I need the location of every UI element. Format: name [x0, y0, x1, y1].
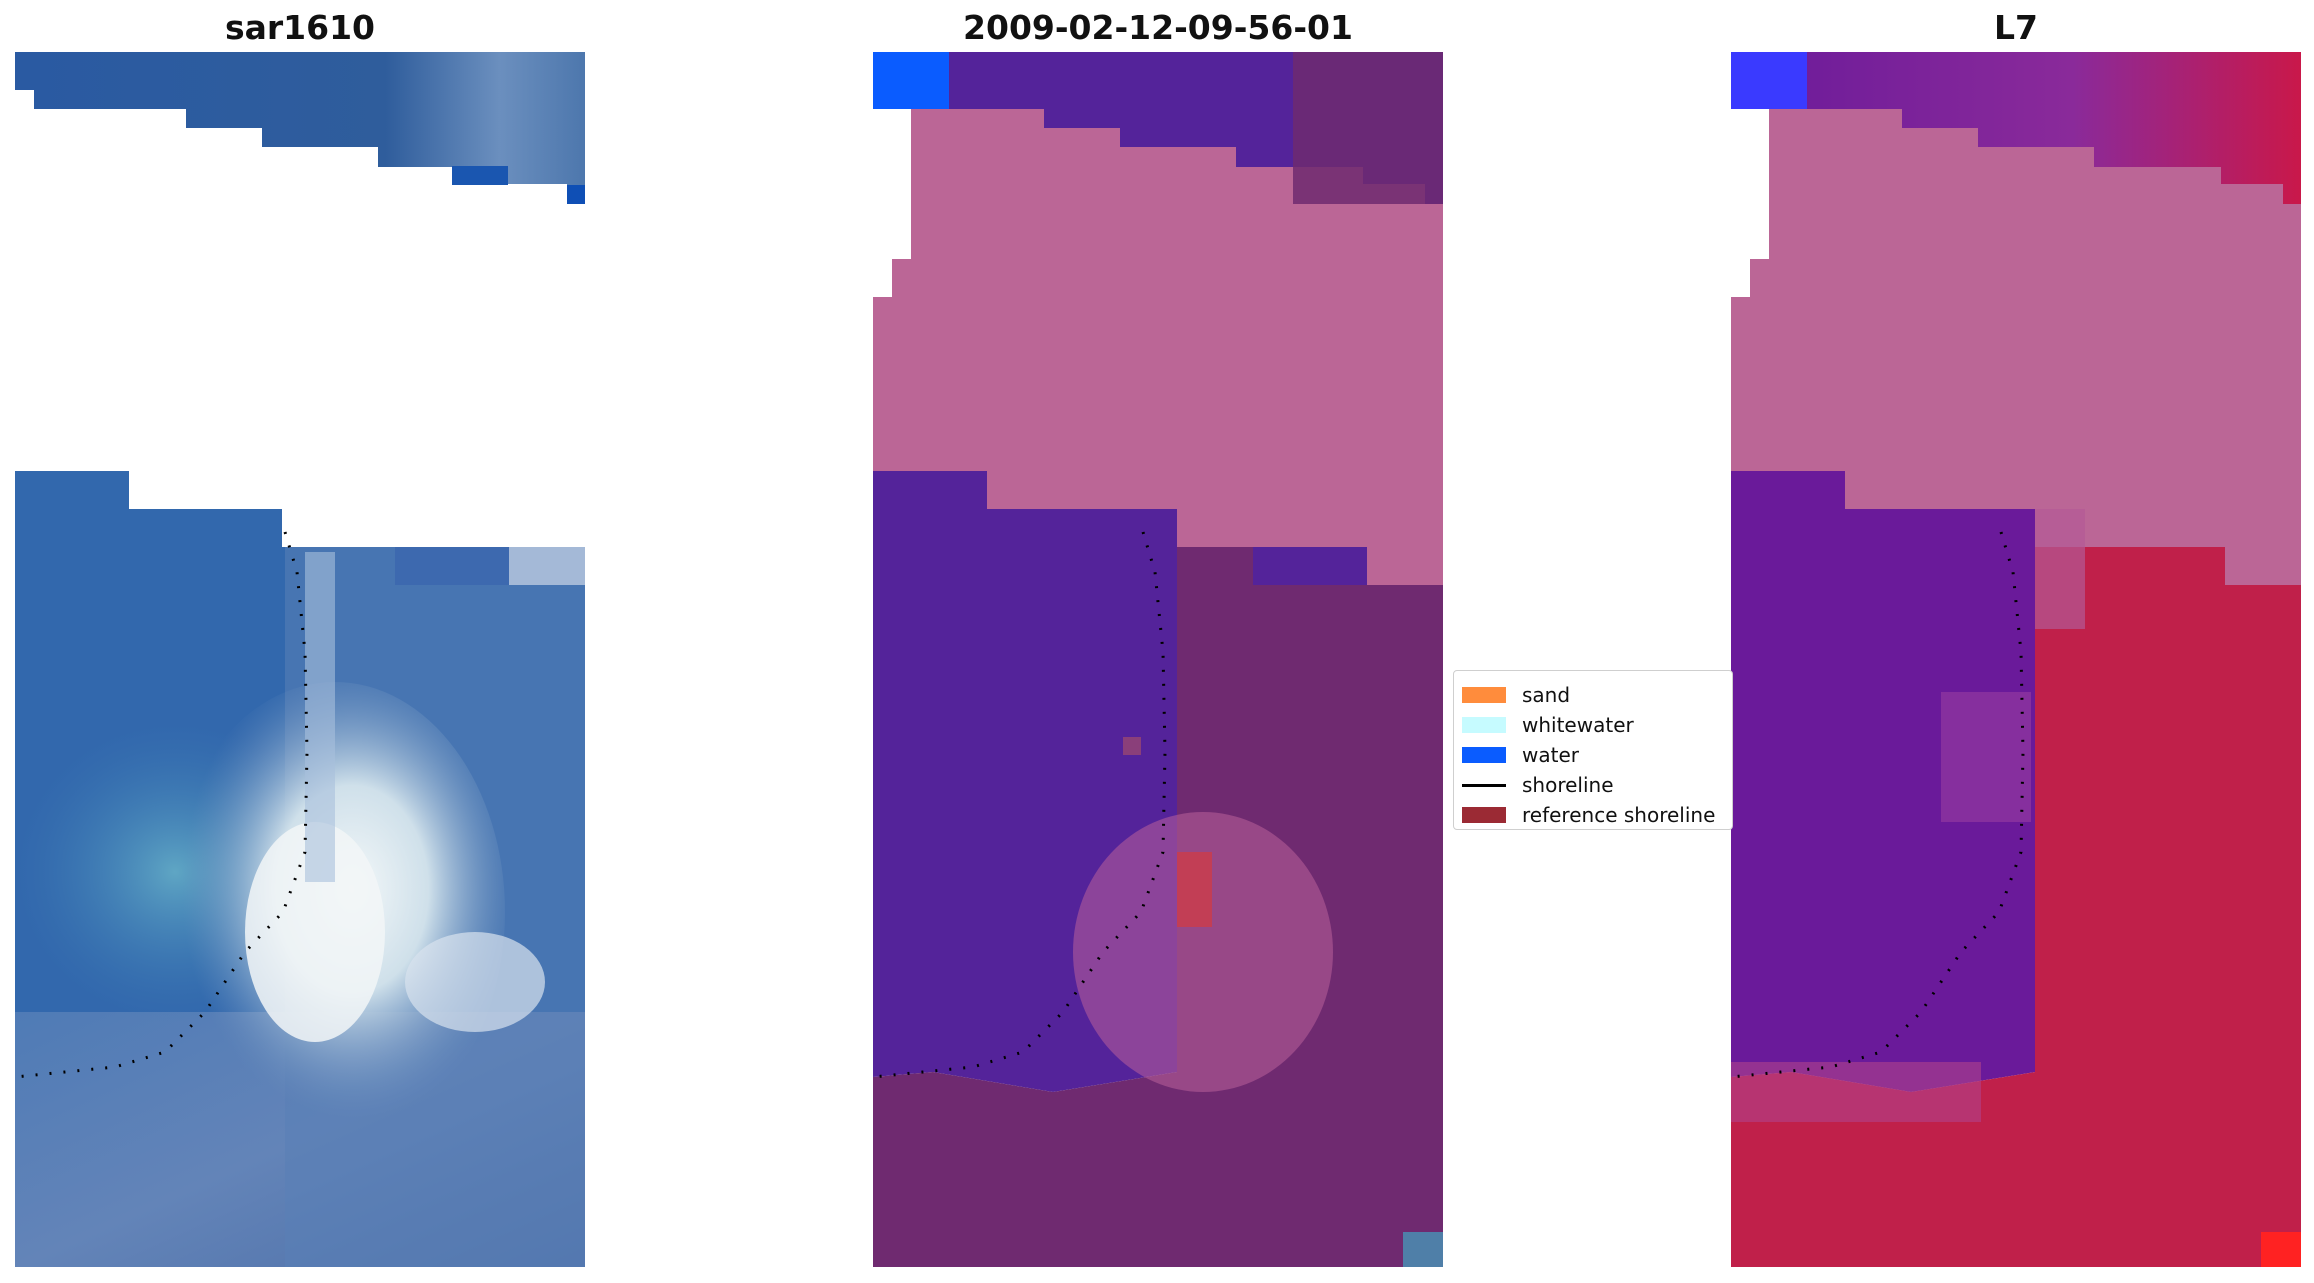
rgb-shoreline: [15, 531, 309, 1079]
legend-label-reference-shoreline: reference shoreline: [1522, 803, 1716, 827]
class-land-region: [873, 547, 1443, 1267]
reference-shoreline-swatch: [1462, 807, 1506, 823]
legend-label-shoreline: shoreline: [1522, 773, 1614, 797]
false-top-strip: [1731, 52, 2301, 204]
false-water-region: [1731, 471, 2035, 1092]
class-shoreline: [873, 531, 1167, 1079]
middle-panel-title: 2009-02-12-09-56-01: [963, 8, 1353, 47]
water-swatch: [1462, 747, 1506, 763]
false-shoreline: [1731, 531, 2025, 1079]
legend-item-reference-shoreline: reference shoreline: [1462, 800, 1716, 829]
legend-label-sand: sand: [1522, 683, 1571, 707]
right-panel-title: L7: [1994, 8, 2038, 47]
legend-item-shoreline: shoreline: [1462, 770, 1614, 800]
classification-panel: [873, 52, 1443, 1267]
left-panel-title: sar1610: [224, 8, 376, 47]
false-colour-panel: [1731, 52, 2301, 1267]
legend: sand whitewater water shoreline referenc…: [1453, 670, 1733, 830]
legend-label-water: water: [1522, 743, 1579, 767]
sand-swatch: [1462, 687, 1506, 703]
legend-label-whitewater: whitewater: [1522, 713, 1634, 737]
shoreline-line-swatch: [1462, 783, 1506, 787]
legend-item-whitewater: whitewater: [1462, 710, 1634, 740]
whitewater-swatch: [1462, 717, 1506, 733]
legend-item-water: water: [1462, 740, 1579, 770]
legend-item-sand: sand: [1462, 680, 1570, 710]
rgb-image-panel: [15, 52, 585, 1267]
rgb-top-strip: [15, 52, 585, 204]
